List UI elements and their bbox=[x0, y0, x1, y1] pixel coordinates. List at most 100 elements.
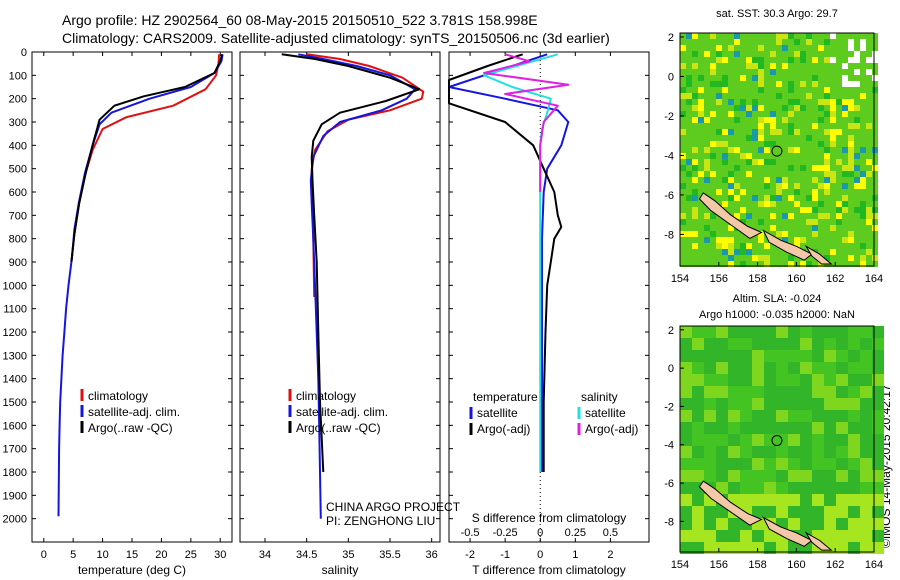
map-cell bbox=[710, 99, 716, 105]
map-cell bbox=[818, 63, 824, 69]
map-cell bbox=[746, 33, 752, 39]
map-cell bbox=[734, 117, 740, 123]
map-cell bbox=[812, 117, 818, 123]
map-cell bbox=[740, 141, 746, 147]
annotation-text: PI: ZENGHONG LIU bbox=[326, 514, 435, 528]
top-tick-label: 0.5 bbox=[603, 527, 618, 539]
map-cell bbox=[872, 201, 878, 207]
map-cell bbox=[818, 141, 824, 147]
map-cell bbox=[686, 111, 692, 117]
map-cell bbox=[776, 350, 788, 362]
map-cell bbox=[872, 177, 878, 183]
map-cell bbox=[866, 75, 872, 81]
map-cell bbox=[698, 117, 704, 123]
map-cell bbox=[692, 434, 704, 446]
map-cell bbox=[692, 33, 698, 39]
map-cell bbox=[818, 153, 824, 159]
map-cell bbox=[806, 147, 812, 153]
map-cell bbox=[752, 93, 758, 99]
map-cell bbox=[764, 261, 770, 267]
map-cell bbox=[824, 201, 830, 207]
map-cell bbox=[692, 542, 704, 554]
map-cell bbox=[806, 171, 812, 177]
map-cell bbox=[692, 410, 704, 422]
map-cell bbox=[776, 261, 782, 267]
map-cell bbox=[764, 237, 770, 243]
map-cell bbox=[848, 422, 860, 434]
map-cell bbox=[776, 171, 782, 177]
map-cell bbox=[860, 99, 866, 105]
map-cell bbox=[794, 135, 800, 141]
map-cell bbox=[722, 165, 728, 171]
map-cell bbox=[734, 99, 740, 105]
map-cell bbox=[752, 81, 758, 87]
map-cell bbox=[800, 183, 806, 189]
map-cell bbox=[818, 147, 824, 153]
map-cell bbox=[854, 69, 860, 75]
top-tick-label: -0.5 bbox=[461, 527, 480, 539]
map-cell bbox=[722, 63, 728, 69]
y-tick-label: -6 bbox=[664, 478, 674, 490]
map-cell bbox=[848, 494, 860, 506]
map-cell bbox=[698, 249, 704, 255]
map-cell bbox=[728, 386, 740, 398]
x-tick-label: 164 bbox=[865, 559, 883, 571]
x-tick-label: 34 bbox=[259, 549, 271, 561]
map-cell bbox=[692, 111, 698, 117]
map-cell bbox=[776, 386, 788, 398]
map-cell bbox=[722, 249, 728, 255]
map-cell bbox=[830, 123, 836, 129]
map-cell bbox=[764, 189, 770, 195]
map-cell bbox=[818, 93, 824, 99]
map-cell bbox=[782, 219, 788, 225]
map-cell bbox=[788, 117, 794, 123]
map-cell bbox=[686, 147, 692, 153]
map-cell bbox=[692, 123, 698, 129]
map-cell bbox=[716, 135, 722, 141]
series-line-3 bbox=[70, 54, 223, 263]
x-axis-label: temperature (deg C) bbox=[78, 563, 186, 577]
map-cell bbox=[704, 39, 710, 45]
map-cell bbox=[740, 195, 746, 201]
map-cell bbox=[728, 518, 740, 530]
map-cell bbox=[824, 362, 836, 374]
map-cell bbox=[698, 225, 704, 231]
map-cell bbox=[710, 123, 716, 129]
map-cell bbox=[788, 506, 800, 518]
map-cell bbox=[800, 518, 812, 530]
x-tick-label: 0 bbox=[537, 549, 543, 561]
map-cell bbox=[836, 219, 842, 225]
map-cell bbox=[836, 153, 842, 159]
map-cell bbox=[848, 398, 860, 410]
map-cell bbox=[698, 189, 704, 195]
map-subtitle: Argo h1000: -0.035 h2000: NaN bbox=[699, 309, 855, 321]
map-cell bbox=[806, 111, 812, 117]
map-cell bbox=[776, 422, 788, 434]
map-cell bbox=[788, 195, 794, 201]
map-cell bbox=[836, 195, 842, 201]
map-cell bbox=[680, 75, 686, 81]
map-cell bbox=[854, 243, 860, 249]
map-cell bbox=[710, 213, 716, 219]
map-cell bbox=[692, 458, 704, 470]
map-cell bbox=[776, 207, 782, 213]
map-cell bbox=[824, 117, 830, 123]
map-cell bbox=[800, 506, 812, 518]
map-cell bbox=[752, 494, 764, 506]
map-cell bbox=[788, 518, 800, 530]
map-cell bbox=[776, 45, 782, 51]
map-cell bbox=[842, 75, 848, 81]
map-cell bbox=[860, 530, 872, 542]
map-cell bbox=[740, 93, 746, 99]
map-cell bbox=[860, 219, 866, 225]
map-cell bbox=[752, 201, 758, 207]
map-cell bbox=[794, 123, 800, 129]
map-cell bbox=[758, 159, 764, 165]
map-cell bbox=[686, 135, 692, 141]
map-cell bbox=[806, 105, 812, 111]
x-tick-label: 36 bbox=[426, 549, 438, 561]
map-cell bbox=[698, 51, 704, 57]
map-cell bbox=[788, 93, 794, 99]
map-cell bbox=[770, 99, 776, 105]
map-cell bbox=[764, 213, 770, 219]
